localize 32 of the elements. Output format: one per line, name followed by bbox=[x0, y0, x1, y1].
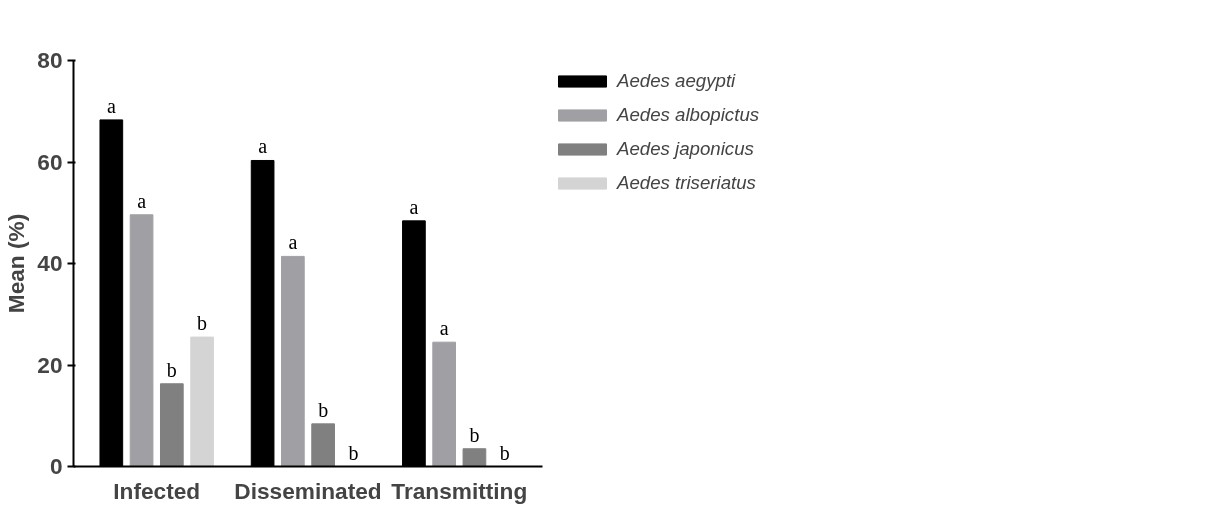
y-tick-label: 0 bbox=[49, 453, 63, 479]
data-label: a bbox=[439, 317, 449, 340]
legend-label: Aedes aegypti bbox=[617, 70, 736, 92]
y-tick-label: 80 bbox=[37, 47, 63, 73]
y-tick-label: 60 bbox=[37, 148, 63, 175]
bar bbox=[129, 214, 154, 467]
bar bbox=[462, 448, 487, 467]
data-label: b bbox=[197, 312, 208, 335]
data-label: b bbox=[348, 441, 359, 464]
data-label: a bbox=[258, 135, 268, 158]
y-axis-title: Mean (%) bbox=[3, 213, 30, 314]
legend-label: Aedes triseriatus bbox=[617, 172, 756, 194]
bar bbox=[190, 336, 214, 467]
data-label: a bbox=[106, 94, 116, 117]
bar bbox=[432, 341, 457, 467]
bar bbox=[311, 423, 335, 467]
y-tick-label: 40 bbox=[37, 250, 63, 276]
bar bbox=[159, 383, 184, 467]
data-label: b bbox=[318, 398, 329, 421]
data-label: b bbox=[469, 423, 480, 446]
legend-label: Aedes albopictus bbox=[617, 104, 760, 126]
y-tick-label: 20 bbox=[37, 351, 63, 378]
legend-label: Aedes japonicus bbox=[617, 138, 754, 160]
x-tick-label: Disseminated bbox=[234, 477, 382, 504]
data-label: b bbox=[499, 441, 510, 464]
bar bbox=[281, 255, 305, 467]
x-tick-label: Transmitting bbox=[391, 477, 528, 504]
data-label: a bbox=[409, 195, 419, 218]
data-label: a bbox=[288, 231, 298, 254]
x-tick-label: Infected bbox=[113, 477, 201, 504]
data-label: b bbox=[166, 358, 177, 381]
data-label: a bbox=[137, 189, 147, 212]
